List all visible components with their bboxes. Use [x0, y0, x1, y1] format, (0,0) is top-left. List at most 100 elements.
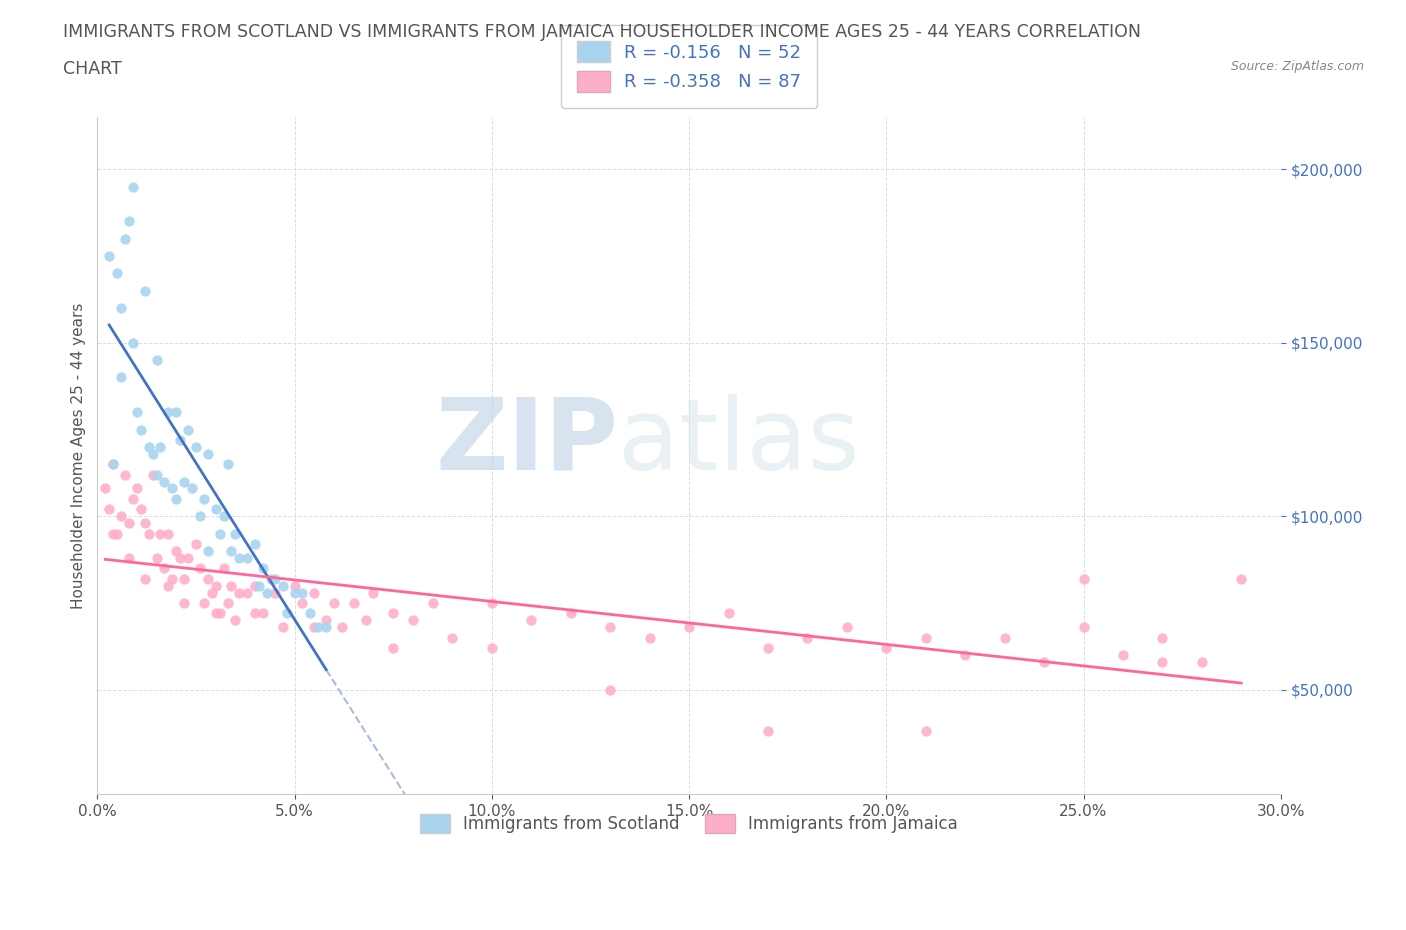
Point — [153, 474, 176, 489]
Point — [441, 631, 464, 645]
Point — [98, 248, 121, 263]
Point — [197, 446, 219, 461]
Point — [94, 481, 117, 496]
Point — [756, 724, 779, 738]
Point — [110, 300, 132, 315]
Point — [243, 578, 266, 593]
Point — [1191, 655, 1213, 670]
Point — [1073, 571, 1095, 586]
Point — [307, 619, 329, 634]
Point — [560, 606, 582, 621]
Point — [204, 502, 226, 517]
Point — [197, 571, 219, 586]
Point — [481, 595, 503, 610]
Point — [101, 526, 124, 541]
Point — [304, 585, 326, 600]
Text: Source: ZipAtlas.com: Source: ZipAtlas.com — [1230, 60, 1364, 73]
Point — [153, 561, 176, 576]
Point — [134, 571, 156, 586]
Point — [125, 481, 148, 496]
Point — [252, 561, 274, 576]
Point — [271, 619, 294, 634]
Point — [236, 585, 259, 600]
Point — [208, 526, 231, 541]
Point — [221, 543, 243, 558]
Point — [520, 613, 543, 628]
Point — [105, 266, 128, 281]
Point — [129, 422, 152, 437]
Point — [188, 509, 211, 524]
Point — [129, 502, 152, 517]
Point — [204, 578, 226, 593]
Point — [165, 543, 187, 558]
Point — [260, 571, 283, 586]
Point — [162, 571, 184, 586]
Point — [1152, 631, 1174, 645]
Point — [343, 595, 366, 610]
Point — [299, 606, 322, 621]
Point — [138, 440, 160, 455]
Point — [678, 619, 700, 634]
Point — [756, 641, 779, 656]
Point — [197, 543, 219, 558]
Point — [169, 551, 191, 565]
Point — [236, 551, 259, 565]
Point — [110, 509, 132, 524]
Point — [142, 446, 165, 461]
Point — [363, 585, 385, 600]
Point — [184, 537, 207, 551]
Point — [193, 595, 215, 610]
Point — [224, 526, 246, 541]
Point — [875, 641, 897, 656]
Point — [142, 467, 165, 482]
Point — [212, 561, 235, 576]
Point — [101, 457, 124, 472]
Point — [276, 606, 298, 621]
Point — [382, 641, 405, 656]
Point — [157, 526, 180, 541]
Point — [330, 619, 353, 634]
Point — [114, 467, 136, 482]
Point — [177, 422, 200, 437]
Point — [914, 631, 936, 645]
Point — [256, 585, 278, 600]
Point — [315, 619, 337, 634]
Point — [118, 214, 141, 229]
Text: IMMIGRANTS FROM SCOTLAND VS IMMIGRANTS FROM JAMAICA HOUSEHOLDER INCOME AGES 25 -: IMMIGRANTS FROM SCOTLAND VS IMMIGRANTS F… — [63, 23, 1142, 41]
Point — [157, 578, 180, 593]
Text: atlas: atlas — [619, 393, 859, 490]
Point — [638, 631, 661, 645]
Point — [125, 405, 148, 419]
Point — [173, 571, 195, 586]
Point — [315, 613, 337, 628]
Point — [184, 440, 207, 455]
Point — [114, 232, 136, 246]
Point — [145, 352, 167, 367]
Point — [247, 578, 270, 593]
Point — [481, 641, 503, 656]
Point — [354, 613, 377, 628]
Point — [149, 526, 172, 541]
Point — [1033, 655, 1056, 670]
Point — [422, 595, 444, 610]
Point — [291, 585, 314, 600]
Point — [105, 526, 128, 541]
Point — [121, 336, 143, 351]
Point — [263, 585, 285, 600]
Point — [284, 585, 307, 600]
Text: ZIP: ZIP — [436, 393, 619, 490]
Point — [212, 509, 235, 524]
Point — [1152, 655, 1174, 670]
Point — [118, 551, 141, 565]
Point — [599, 683, 621, 698]
Point — [157, 405, 180, 419]
Point — [228, 585, 250, 600]
Point — [121, 179, 143, 194]
Point — [204, 606, 226, 621]
Point — [243, 537, 266, 551]
Point — [98, 502, 121, 517]
Point — [145, 467, 167, 482]
Point — [110, 370, 132, 385]
Point — [138, 526, 160, 541]
Point — [1112, 647, 1135, 662]
